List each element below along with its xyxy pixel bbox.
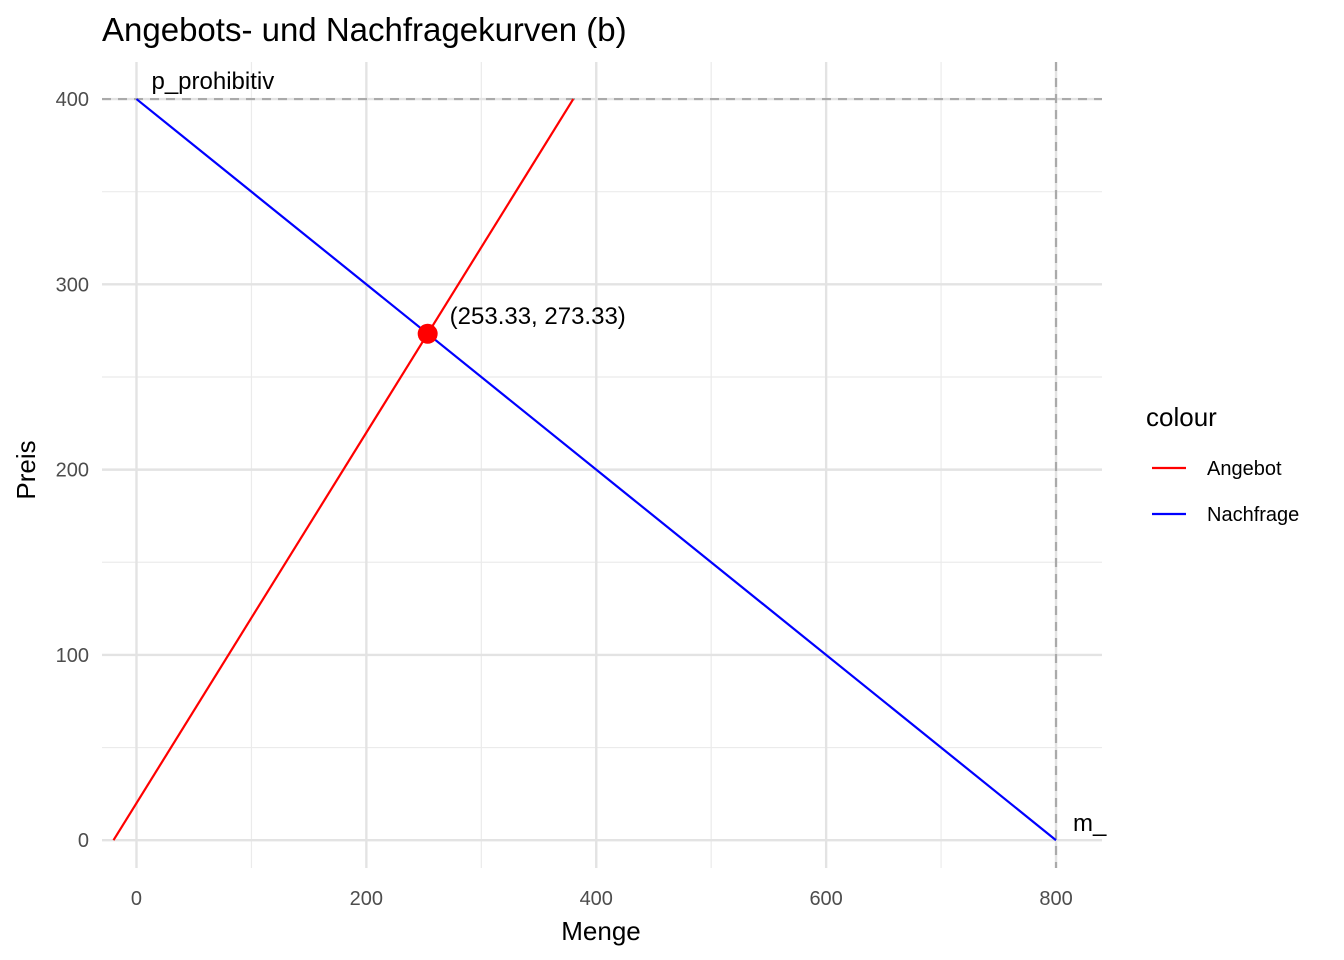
equilibrium-marker [417, 323, 438, 344]
annotations: p_prohibitiv m_ (253.33, 273.33) [151, 68, 1107, 837]
y-axis-title: Preis [11, 440, 41, 499]
y-tick-labels: 0 100 200 300 400 [56, 89, 89, 852]
equilibrium-point [417, 323, 438, 344]
series-lines [112, 98, 1057, 842]
x-tick-label: 0 [131, 888, 142, 910]
series-line-nachfrage [135, 98, 1057, 842]
y-tick-label: 400 [56, 89, 89, 111]
x-axis-title: Menge [561, 916, 641, 946]
x-tick-labels: 0 200 400 600 800 [131, 888, 1073, 910]
legend-label-nachfrage: Nachfrage [1207, 504, 1299, 526]
y-tick-label: 100 [56, 645, 89, 667]
equilibrium-label: (253.33, 273.33) [450, 303, 626, 330]
y-tick-label: 300 [56, 274, 89, 296]
legend-title: colour [1146, 402, 1217, 432]
reference-label-vertical: m_ [1073, 810, 1107, 837]
minor-gridlines [102, 62, 1102, 868]
x-tick-label: 800 [1039, 888, 1072, 910]
reference-label-horizontal: p_prohibitiv [151, 68, 274, 95]
y-tick-label: 200 [56, 460, 89, 482]
x-tick-label: 400 [580, 888, 613, 910]
legend-label-angebot: Angebot [1207, 458, 1282, 480]
x-tick-label: 600 [809, 888, 842, 910]
series-line-angebot [112, 98, 575, 841]
x-tick-label: 200 [350, 888, 383, 910]
legend: colour Angebot Nachfrage [1146, 402, 1299, 526]
chart-title: Angebots- und Nachfragekurven (b) [102, 11, 627, 48]
y-tick-label: 0 [78, 830, 89, 852]
reference-lines [102, 62, 1102, 868]
